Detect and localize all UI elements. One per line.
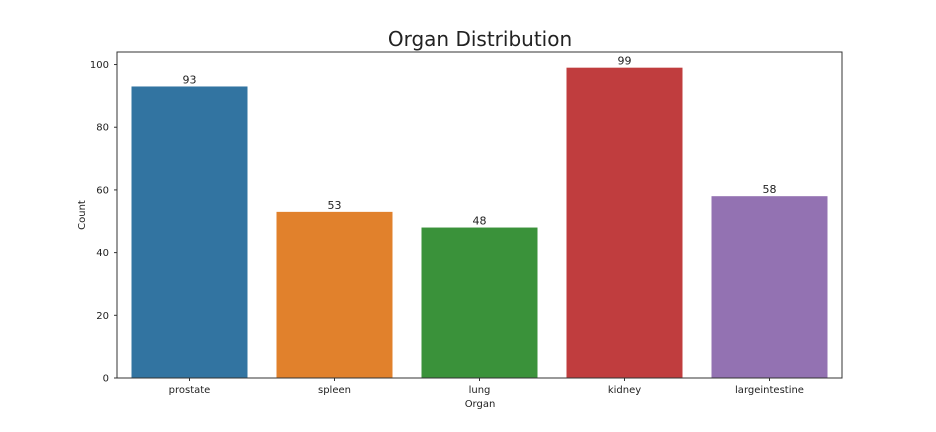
chart-title: Organ Distribution <box>388 27 572 51</box>
bar-lung <box>421 227 538 378</box>
data-label-kidney: 99 <box>618 55 632 68</box>
y-tick-label-100: 100 <box>90 60 109 71</box>
bar-prostate <box>131 86 248 378</box>
data-label-lung: 48 <box>473 215 487 228</box>
data-labels-group: 93 53 48 99 58 <box>183 55 777 228</box>
bars-group <box>131 67 828 378</box>
y-tick-label-40: 40 <box>96 248 109 259</box>
y-axis-label: Count <box>77 200 88 230</box>
bar-kidney <box>566 67 683 378</box>
x-tick-label-kidney: kidney <box>608 385 641 396</box>
x-tick-label-spleen: spleen <box>318 385 351 396</box>
bar-largeintestine <box>711 196 828 378</box>
x-tick-label-lung: lung <box>469 385 491 396</box>
data-label-spleen: 53 <box>328 199 342 212</box>
x-axis-label: Organ <box>465 399 496 410</box>
y-tick-label-80: 80 <box>96 123 109 134</box>
data-label-prostate: 93 <box>183 73 197 86</box>
x-tick-label-prostate: prostate <box>169 385 211 396</box>
y-axis-ticks: 0 20 40 60 80 100 <box>90 60 117 385</box>
y-tick-label-0: 0 <box>103 374 109 385</box>
data-label-largeintestine: 58 <box>763 183 777 196</box>
x-tick-label-largeintestine: largeintestine <box>735 385 804 396</box>
y-tick-label-60: 60 <box>96 185 109 196</box>
plot-frame <box>116 51 843 379</box>
x-axis-ticks: prostate spleen lung kidney largeintestine <box>169 378 804 396</box>
bar-spleen <box>276 211 393 378</box>
y-tick-label-20: 20 <box>96 311 109 322</box>
